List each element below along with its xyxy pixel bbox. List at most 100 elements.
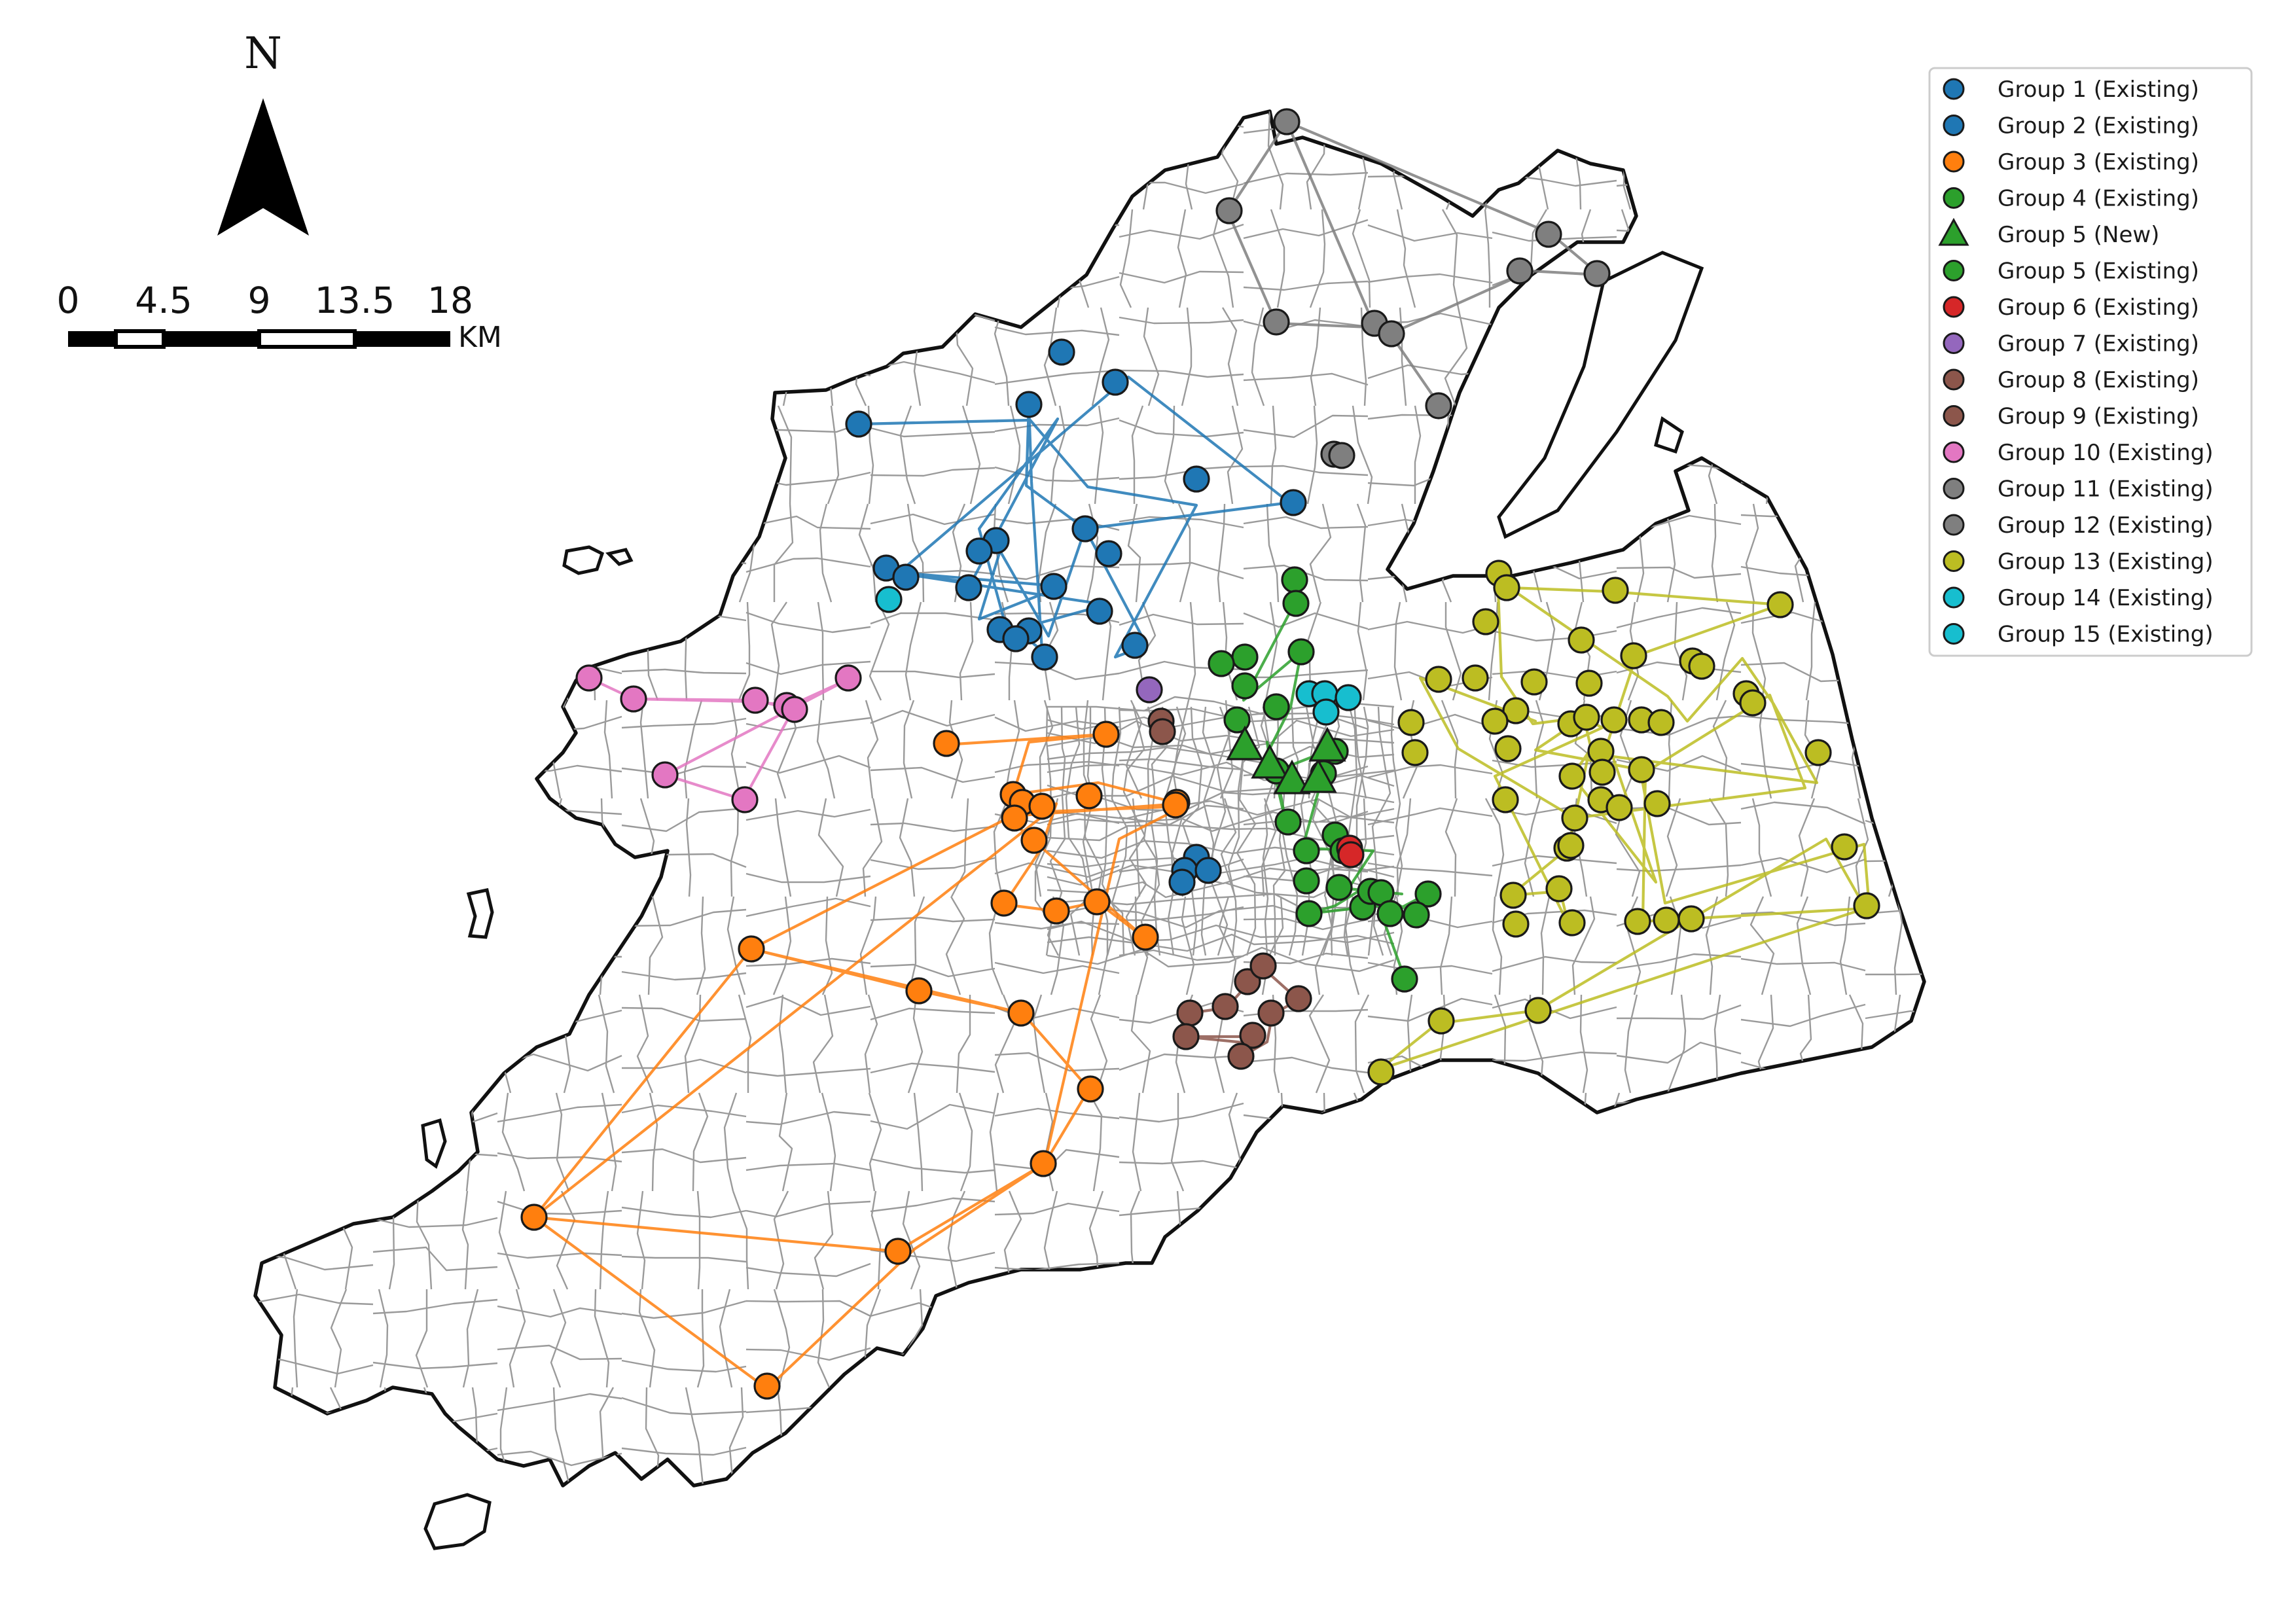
- district-boundary-324: [497, 1252, 622, 1259]
- district-boundary-182: [255, 756, 374, 775]
- legend-item: Group 2 (Existing): [1943, 113, 2199, 139]
- district-boundary-722: [1177, 209, 1187, 308]
- district-boundary-646: [942, 111, 958, 210]
- district-boundary-693: [1091, 307, 1110, 406]
- district-boundary-272: [994, 1052, 1120, 1072]
- stop-marker-105: [1602, 577, 1629, 604]
- legend-label: Group 9 (Existing): [1998, 404, 2199, 430]
- district-boundary-659: [956, 1387, 974, 1486]
- district-boundary-395: [622, 1507, 746, 1520]
- legend-circle-icon: [1943, 115, 1965, 136]
- district-boundary-810: [1399, 1485, 1416, 1486]
- district-boundary-510: [507, 1485, 528, 1486]
- district-boundary-354: [745, 1347, 871, 1361]
- district-boundary-1007: [1200, 706, 1216, 956]
- district-boundary-408: [255, 307, 258, 406]
- legend-frame: [1928, 67, 2253, 657]
- district-boundary-391: [1865, 1450, 1924, 1467]
- stop-marker-24: [933, 730, 960, 757]
- legend-circle-icon: [1943, 368, 1965, 391]
- district-boundary-372: [1243, 1402, 1369, 1416]
- district-boundary-617: [863, 209, 874, 308]
- district-boundary-340: [745, 1300, 871, 1317]
- district-boundary-481: [462, 111, 475, 210]
- district-boundary-775: [1308, 994, 1331, 1094]
- district-boundary-465: [382, 1485, 393, 1486]
- stop-marker-47: [1282, 590, 1310, 617]
- legend-label: Group 13 (Existing): [1998, 549, 2214, 575]
- district-boundary-265: [1865, 1010, 1924, 1025]
- district-boundary-672: [1003, 1190, 1022, 1290]
- stop-marker-81: [1257, 999, 1285, 1027]
- district-boundary-496: [512, 111, 531, 210]
- district-boundary-707: [1119, 209, 1134, 308]
- district-boundary-974: [1892, 1387, 1907, 1486]
- district-boundary-433: [293, 1289, 298, 1388]
- district-boundary-359: [1367, 1358, 1493, 1370]
- district-boundary-525: [550, 1485, 566, 1486]
- district-boundary-435: [290, 1485, 298, 1486]
- district-boundary-769: [1306, 405, 1318, 505]
- district-boundary-400: [1244, 1503, 1368, 1518]
- district-boundary-158: [745, 660, 871, 675]
- district-boundary-442: [338, 700, 356, 799]
- district-boundary-566: [692, 1092, 709, 1192]
- district-boundary-782: [1352, 209, 1371, 308]
- district-boundary-747: [1218, 1190, 1236, 1290]
- district-boundary-596: [778, 1092, 793, 1192]
- legend-circle-icon: [1943, 405, 1965, 427]
- stop-marker-125: [1397, 709, 1425, 736]
- district-boundary-616: [861, 111, 876, 210]
- stop-marker-87: [742, 687, 769, 714]
- district-boundary-33: [870, 228, 996, 234]
- district-boundary-405: [1865, 1493, 1990, 1507]
- district-boundary-101: [621, 474, 747, 491]
- district-boundary-886: [1664, 111, 1689, 210]
- district-boundary-752: [1270, 209, 1285, 308]
- district-boundary-676: [1046, 111, 1058, 210]
- district-boundary-555: [643, 1485, 666, 1486]
- district-boundary-595: [778, 994, 787, 1094]
- district-boundary-388: [1492, 1440, 1617, 1454]
- legend-item: Group 5 (Existing): [1943, 259, 2199, 285]
- legend-item: Group 4 (Existing): [1943, 186, 2199, 212]
- stop-marker-82: [1239, 1022, 1266, 1049]
- district-boundary-16: [497, 173, 622, 187]
- district-boundary-209: [1865, 814, 1924, 831]
- district-boundary-840: [1479, 1485, 1505, 1486]
- district-boundary-72: [497, 375, 622, 387]
- district-boundary-668: [993, 798, 1009, 897]
- scale-label-2: 9: [248, 279, 271, 321]
- stop-marker-97: [1378, 320, 1405, 348]
- district-boundary-361: [1616, 1343, 1742, 1361]
- district-boundary-410: [255, 503, 264, 603]
- district-boundary-412: [255, 700, 260, 799]
- new-stop-marker-161: [1299, 758, 1337, 793]
- stop-marker-67: [1391, 965, 1418, 993]
- district-boundary-167: [1865, 671, 1924, 676]
- district-boundary-604: [827, 405, 840, 505]
- district-boundary-708: [1143, 307, 1160, 406]
- district-boundary-550: [636, 994, 654, 1094]
- district-boundary-271: [870, 1062, 996, 1074]
- district-boundary-825: [1448, 1485, 1461, 1486]
- district-boundary-142: [497, 610, 622, 633]
- district-boundary-744: [1218, 896, 1237, 995]
- stop-marker-148: [1643, 790, 1671, 817]
- legend-label: Group 6 (Existing): [1998, 294, 2199, 321]
- district-boundary-551: [649, 1092, 658, 1192]
- district-boundary-450: [338, 1485, 358, 1486]
- district-boundary-417: [255, 1190, 259, 1290]
- district-boundary-1005: [1163, 706, 1187, 956]
- district-boundary-598: [773, 1289, 791, 1388]
- district-boundary-369: [870, 1400, 996, 1418]
- district-boundary-356: [994, 1351, 1120, 1367]
- district-boundary-416: [234, 1093, 246, 1191]
- stop-marker-84: [1285, 985, 1312, 1012]
- district-boundary-458: [372, 798, 387, 897]
- district-boundary-756: [1265, 601, 1278, 701]
- district-boundary-674: [997, 1387, 1013, 1486]
- district-boundary-215: [870, 857, 996, 870]
- district-boundary-466: [428, 111, 435, 210]
- district-boundary-183: [372, 764, 498, 777]
